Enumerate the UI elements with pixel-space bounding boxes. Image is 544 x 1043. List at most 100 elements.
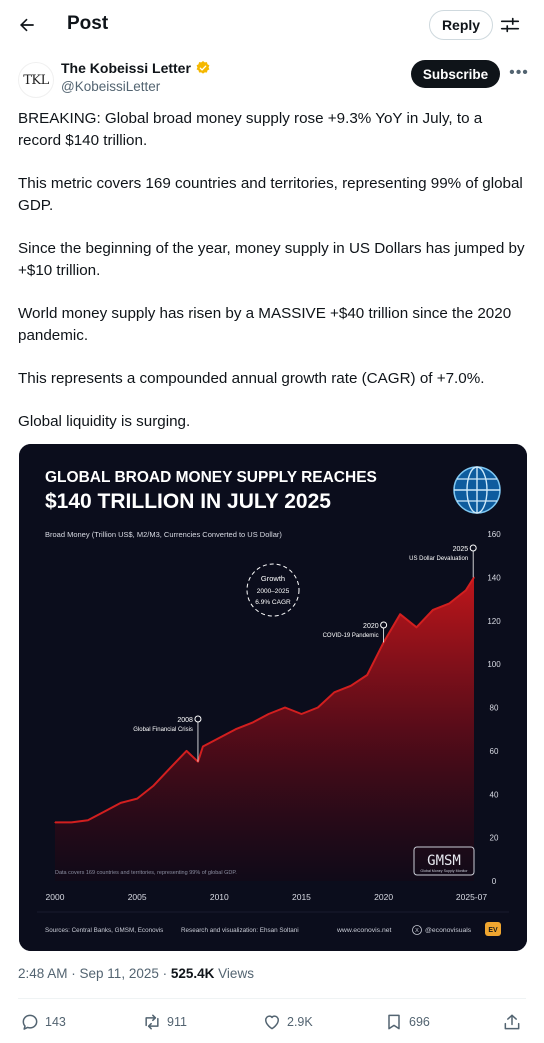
post-time[interactable]: 2:48 AM — [18, 966, 68, 981]
annotation-label: US Dollar Devaluation — [409, 556, 468, 562]
verified-badge-icon[interactable] — [195, 60, 211, 76]
ev-badge — [485, 922, 501, 936]
chart-data-point — [152, 784, 155, 787]
chart-area-fill — [55, 577, 474, 881]
x-tick-label: 2005 — [128, 892, 147, 902]
x-logo-glyph: X — [415, 928, 419, 934]
avatar[interactable]: TKL — [18, 62, 54, 98]
chart-footnote: Data covers 169 countries and territorie… — [55, 870, 237, 876]
chart-data-point — [202, 745, 204, 748]
chart-data-point — [218, 737, 220, 739]
chart-data-point — [448, 602, 450, 604]
y-tick-label: 100 — [487, 660, 501, 669]
chart-data-point — [251, 722, 253, 724]
repost-count: 911 — [167, 1015, 187, 1029]
growth-badge-cagr: 6.9% CAGR — [255, 599, 291, 606]
gmsm-logo-subtext: Global Money Supply Monitor — [420, 869, 468, 873]
filter-button[interactable] — [499, 14, 521, 36]
chart-data-point — [136, 797, 138, 800]
post-meta: 2:48 AM · Sep 11, 2025 · 525.4K Views — [18, 966, 254, 981]
divider — [18, 998, 526, 999]
chart-image[interactable]: GLOBAL BROAD MONEY SUPPLY REACHES $140 T… — [19, 444, 527, 951]
chart-data-point — [399, 613, 401, 615]
share-action[interactable] — [502, 1008, 522, 1036]
author-name-row[interactable]: The Kobeissi Letter — [61, 60, 211, 76]
x-tick-label: 2000 — [46, 892, 65, 902]
ev-badge-text: EV — [488, 927, 498, 934]
chart-data-point — [300, 713, 303, 715]
bookmark-action[interactable]: 696 — [384, 1008, 430, 1036]
back-button[interactable] — [12, 10, 42, 40]
tweet-paragraph: BREAKING: Global broad money supply rose… — [18, 110, 483, 149]
chart-data-point — [169, 767, 171, 769]
reply-count: 143 — [45, 1015, 66, 1029]
y-tick-label: 60 — [490, 747, 499, 756]
chart-svg: GLOBAL BROAD MONEY SUPPLY REACHES $140 T… — [19, 444, 527, 951]
chart-data-point — [415, 626, 418, 628]
post-views-count: 525.4K — [170, 966, 215, 981]
chart-data-point — [317, 706, 319, 709]
repost-icon — [145, 1014, 159, 1030]
chart-data-point — [70, 821, 73, 824]
tweet-paragraph: World money supply has risen by a MASSIV… — [18, 305, 512, 344]
annotation-marker — [380, 621, 388, 629]
chart-series-line — [55, 576, 475, 824]
globe-icon — [453, 466, 501, 514]
more-button[interactable]: ••• — [508, 62, 530, 84]
y-tick-label: 140 — [487, 573, 501, 582]
chart-data-point — [366, 674, 368, 676]
gmsm-logo: GMSM Global Money Supply Monitor — [413, 846, 475, 876]
annotation-label: COVID-19 Pandemic — [323, 633, 379, 639]
chart-source: Sources: Central Banks, GMSM, Econovis — [45, 927, 163, 934]
y-tick-label: 0 — [492, 877, 497, 886]
chart-data-point — [333, 691, 335, 693]
chart-data-point — [185, 750, 188, 752]
y-tick-label: 20 — [490, 834, 499, 843]
chart-plot-area: 0 20 40 60 80 100 120 140 160 2000 2005 2010 2015 202… — [46, 530, 502, 902]
chart-data-point — [235, 728, 237, 730]
chart-data-point — [103, 811, 105, 813]
chart-data-point — [268, 713, 270, 715]
annotation-label: Global Financial Crisis — [133, 727, 193, 733]
chart-data-point — [87, 819, 89, 821]
chart-title-line2: $140 TRILLION IN JULY 2025 — [45, 490, 331, 513]
growth-badge: Growth 2000–2025 6.9% CAGR — [246, 563, 300, 617]
annotation-year: 2008 — [177, 717, 193, 724]
repost-action[interactable]: 911 — [142, 1008, 187, 1036]
annotation-year: 2025 — [453, 546, 469, 553]
reply-button[interactable]: Reply — [429, 10, 493, 40]
y-tick-label: 160 — [487, 530, 501, 539]
author-handle[interactable]: @KobeissiLetter — [61, 79, 161, 94]
tweet-text: BREAKING: Global broad money supply rose… — [18, 108, 528, 454]
chart-data-point — [54, 821, 56, 824]
y-tick-label: 40 — [490, 790, 499, 799]
action-bar: 143 911 2.9K 696 — [0, 1008, 544, 1036]
share-icon — [504, 1014, 520, 1030]
like-icon — [265, 1015, 279, 1030]
chart-research: Research and visualization: Ehsan Soltan… — [181, 927, 299, 934]
bookmark-icon — [388, 1014, 400, 1030]
chart-data-point — [432, 609, 434, 611]
reply-action[interactable]: 143 — [20, 1008, 66, 1036]
bookmark-count: 696 — [409, 1015, 430, 1029]
filter-icon — [500, 17, 520, 33]
post-views-label: Views — [218, 966, 254, 981]
chart-data-point — [465, 589, 467, 591]
y-tick-label: 120 — [487, 617, 501, 626]
chart-social: @econovisuals — [425, 927, 472, 934]
chart-data-point — [473, 576, 475, 578]
x-tick-label: 2020 — [374, 892, 393, 902]
x-tick-label: 2015 — [292, 892, 311, 902]
gmsm-logo-text: GMSM — [427, 853, 461, 869]
tweet-paragraph: Since the beginning of the year, money s… — [18, 240, 525, 279]
chart-data-point — [120, 802, 122, 804]
chart-y-axis-label: Broad Money (Trillion US$, M2/M3, Curren… — [45, 530, 282, 539]
annotation-year: 2020 — [363, 623, 379, 630]
growth-badge-title: Growth — [261, 574, 285, 583]
post-date[interactable]: Sep 11, 2025 — [79, 966, 159, 981]
chart-title-line1: GLOBAL BROAD MONEY SUPPLY REACHES — [45, 469, 377, 486]
subscribe-button[interactable]: Subscribe — [411, 60, 500, 88]
reply-icon — [22, 1014, 38, 1030]
like-action[interactable]: 2.9K — [262, 1008, 313, 1036]
author-name[interactable]: The Kobeissi Letter — [61, 60, 191, 76]
